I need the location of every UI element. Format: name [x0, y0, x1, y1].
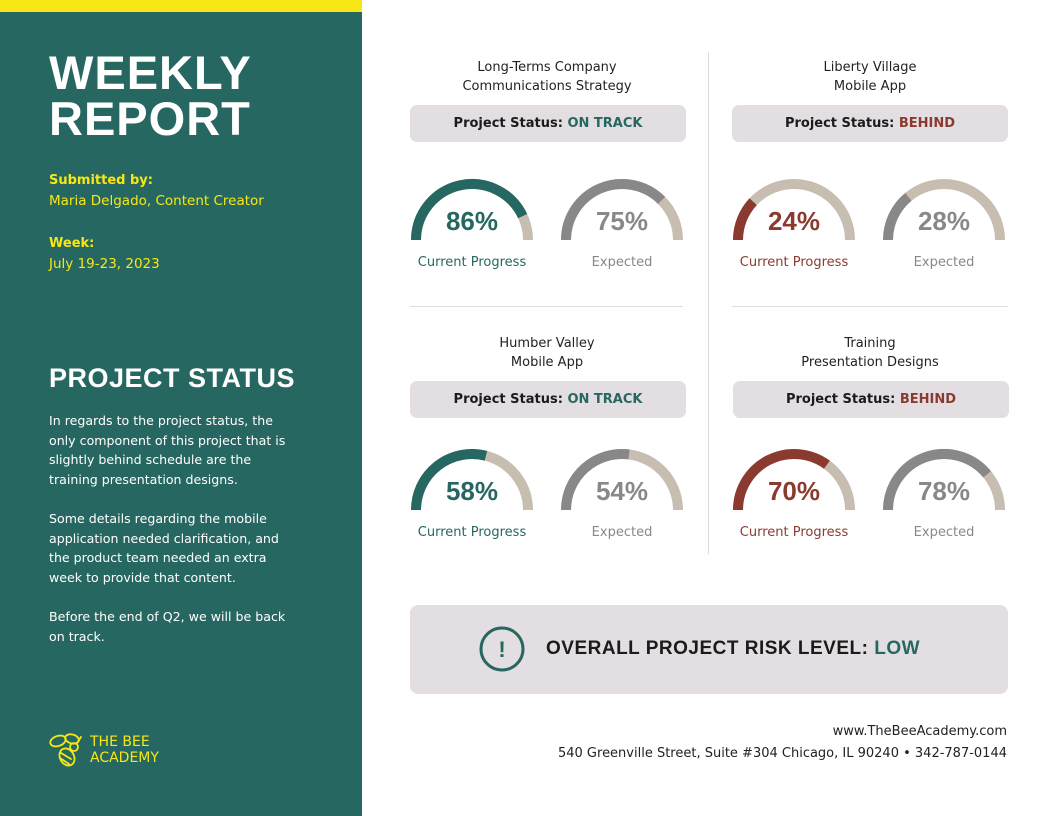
current-progress-value: 24% — [767, 206, 821, 236]
current-progress-caption: Current Progress — [739, 255, 849, 270]
grid-divider-vertical — [708, 52, 709, 554]
page-title: WEEKLY REPORT — [49, 46, 252, 145]
expected-progress-gauge: 28% Expected — [881, 178, 1007, 278]
gauge-fill — [411, 179, 528, 241]
expected-progress-caption: Expected — [913, 525, 975, 540]
current-progress-gauge: 86% Current Progress — [409, 178, 535, 278]
week-value: July 19-23, 2023 — [49, 256, 160, 272]
expected-progress-gauge: 75% Expected — [559, 178, 685, 278]
status-label: Project Status — [785, 392, 891, 407]
submitted-label: Submitted by: — [49, 173, 153, 188]
status-label: Project Status — [784, 116, 890, 131]
brand-logo: THE BEE ACADEMY — [48, 731, 159, 769]
project-name-line-1: Long-Terms Company — [477, 60, 617, 75]
gauge-fill — [883, 449, 991, 511]
project-name-line-1: Training — [844, 336, 896, 351]
status-paragraph-3: Before the end of Q2, we will be back on… — [49, 609, 286, 644]
project-name: Humber Valley Mobile App — [410, 334, 684, 372]
current-progress-value: 86% — [445, 206, 499, 236]
status-badge: Project Status: BEHIND — [733, 381, 1009, 418]
alert-icon: ! — [479, 626, 525, 672]
status-value: ON TRACK — [567, 392, 643, 407]
status-paragraph-2: Some details regarding the mobile applic… — [49, 511, 279, 585]
project-name: Long-Terms Company Communications Strate… — [410, 58, 684, 96]
gauge-fill — [733, 198, 757, 241]
status-badge: Project Status: ON TRACK — [410, 381, 686, 418]
risk-level-text: OVERALL PROJECT RISK LEVEL: LOW — [546, 638, 921, 659]
accent-bar — [0, 0, 362, 12]
status-label: Project Status — [453, 116, 558, 131]
status-badge: Project Status: BEHIND — [732, 105, 1008, 142]
gauge-fill — [883, 193, 912, 241]
submitted-value: Maria Delgado, Content Creator — [49, 193, 264, 209]
risk-level-panel: ! OVERALL PROJECT RISK LEVEL: LOW — [410, 605, 1008, 694]
bee-icon — [49, 733, 82, 767]
brand-line-2: ACADEMY — [90, 750, 159, 766]
expected-progress-value: 75% — [595, 206, 649, 236]
grid-divider-right — [732, 306, 1008, 307]
current-progress-gauge: 70% Current Progress — [731, 448, 857, 548]
grid-divider-left — [410, 306, 683, 307]
expected-progress-value: 28% — [917, 206, 971, 236]
risk-level-value: LOW — [874, 638, 921, 659]
brand-line-1: THE BEE — [90, 734, 150, 750]
gauge-fill — [561, 449, 630, 511]
project-name-line-2: Presentation Designs — [801, 355, 939, 370]
project-name-line-1: Humber Valley — [499, 336, 595, 351]
project-name: Training Presentation Designs — [733, 334, 1007, 372]
gauge-fill — [733, 449, 830, 511]
current-progress-gauge: 24% Current Progress — [731, 178, 857, 278]
current-progress-gauge: 58% Current Progress — [409, 448, 535, 548]
expected-progress-gauge: 78% Expected — [881, 448, 1007, 548]
current-progress-value: 70% — [767, 476, 821, 506]
gauge-fill — [561, 179, 666, 241]
expected-progress-caption: Expected — [591, 525, 653, 540]
status-badge: Project Status: ON TRACK — [410, 105, 686, 142]
footer-address: 540 Greenville Street, Suite #304 Chicag… — [557, 746, 1007, 761]
project-name-line-2: Communications Strategy — [462, 79, 632, 94]
status-value: BEHIND — [899, 392, 957, 407]
title-line-1: WEEKLY — [49, 46, 252, 99]
project-name-line-2: Mobile App — [510, 355, 584, 370]
current-progress-value: 58% — [445, 476, 499, 506]
expected-progress-value: 78% — [917, 476, 971, 506]
status-value: ON TRACK — [567, 116, 643, 131]
current-progress-caption: Current Progress — [739, 525, 849, 540]
status-label: Project Status — [453, 392, 558, 407]
status-value: BEHIND — [898, 116, 956, 131]
status-paragraph-1: In regards to the project status, the on… — [49, 413, 286, 487]
expected-progress-caption: Expected — [591, 255, 653, 270]
project-name-line-2: Mobile App — [833, 79, 907, 94]
risk-level-label: OVERALL PROJECT RISK LEVEL — [546, 638, 862, 659]
project-status-heading: PROJECT STATUS — [49, 363, 296, 393]
gauge-fill — [411, 449, 488, 511]
expected-progress-caption: Expected — [913, 255, 975, 270]
week-label: Week: — [49, 236, 95, 251]
svg-text:!: ! — [498, 637, 505, 662]
current-progress-caption: Current Progress — [417, 525, 527, 540]
current-progress-caption: Current Progress — [417, 255, 527, 270]
expected-progress-value: 54% — [595, 476, 649, 506]
footer-website: www.TheBeeAcademy.com — [832, 724, 1007, 739]
expected-progress-gauge: 54% Expected — [559, 448, 685, 548]
sidebar — [0, 0, 362, 816]
title-line-2: REPORT — [49, 92, 251, 145]
project-name-line-1: Liberty Village — [823, 60, 917, 75]
project-name: Liberty Village Mobile App — [733, 58, 1007, 96]
